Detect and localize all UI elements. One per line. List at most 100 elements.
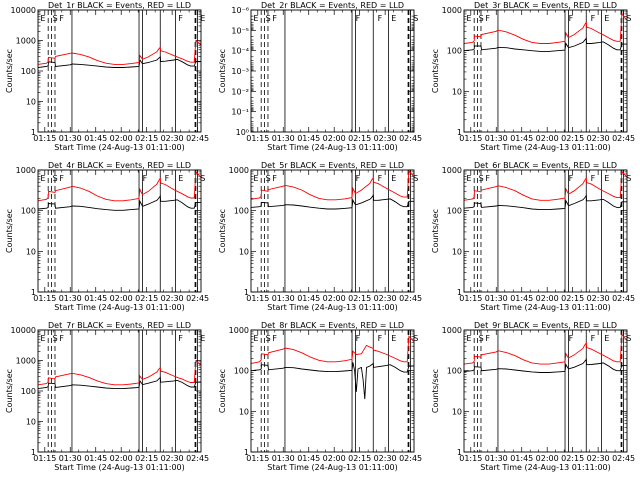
series-line-events: [38, 376, 201, 390]
panel-title: Det_3r BLACK = Events, RED = LLD: [474, 1, 617, 10]
x-tick-label: 02:30: [374, 294, 397, 303]
plot-frame: [37, 9, 202, 133]
plot-frame: [463, 9, 628, 133]
plot-frame: [463, 329, 628, 453]
x-tick-label: 01:45: [510, 294, 533, 303]
y-axis-label: Counts/sec: [5, 209, 14, 253]
x-tick-label: 02:30: [161, 134, 184, 143]
panel-det-6r: Det_6r BLACK = Events, RED = LLD 1 10 100 10…: [431, 161, 635, 312]
x-tick-label: 02:30: [161, 454, 184, 463]
x-tick-label: 02:45: [186, 294, 209, 303]
x-tick-label: 01:45: [510, 454, 533, 463]
y-tick-label: 1000: [229, 326, 249, 335]
panel-det-8r: Det_8r BLACK = Events, RED = LLD 1 10 100 10…: [218, 321, 422, 472]
x-tick-label: 01:30: [272, 134, 295, 143]
state-flag-label: F: [178, 334, 183, 343]
x-tick-label: 01:15: [246, 294, 269, 303]
state-flag-label: F: [591, 334, 596, 343]
series-line-lld: [38, 359, 201, 386]
state-flag-label: S: [413, 334, 418, 343]
y-tick-label: 1: [31, 288, 36, 297]
y-tick-label: 1: [457, 128, 462, 137]
series-line-events: [464, 358, 627, 373]
x-tick-label: 02:00: [110, 454, 133, 463]
panel-det-2r: Det_2r BLACK = Events, RED = LLD 10⁰ 10⁻¹ 1…: [218, 1, 422, 152]
y-tick-label: 1: [244, 448, 249, 457]
y-tick-label: 10: [452, 407, 462, 416]
y-tick-label: 100: [234, 207, 249, 216]
x-tick-label: 01:30: [59, 134, 82, 143]
x-tick-label: 02:15: [561, 134, 584, 143]
y-tick-label: 10⁻⁴: [231, 47, 249, 56]
panel-title: Det_2r BLACK = Events, RED = LLD: [261, 1, 404, 10]
state-flag-label: F: [378, 174, 383, 183]
panel-title: Det_7r BLACK = Events, RED = LLD: [48, 321, 191, 330]
state-flag-label: E: [391, 334, 396, 343]
series-line-events: [38, 194, 201, 211]
series-line-lld: [251, 335, 414, 364]
y-tick-label: 100: [447, 207, 462, 216]
state-flag-label: S: [413, 174, 418, 183]
x-tick-label: 02:30: [587, 454, 610, 463]
y-tick-label: 100: [21, 207, 36, 216]
x-axis-label: Start Time (24-Aug-13 01:11:00): [480, 143, 611, 152]
series-line-events: [38, 55, 201, 68]
x-tick-label: 02:00: [536, 134, 559, 143]
panel-det-7r: Det_7r BLACK = Events, RED = LLD 1 10 100 10…: [5, 321, 209, 472]
plot-frame: [250, 329, 415, 453]
x-axis-label: Start Time (24-Aug-13 01:11:00): [267, 143, 398, 152]
x-tick-label: 01:45: [84, 454, 107, 463]
panel-det-9r: Det_9r BLACK = Events, RED = LLD 1 10 100 10…: [431, 321, 635, 472]
series-line-events: [251, 362, 414, 400]
x-axis-label: Start Time (24-Aug-13 01:11:00): [54, 143, 185, 152]
state-flag-label: S: [53, 334, 58, 343]
panel-title: Det_6r BLACK = Events, RED = LLD: [474, 161, 617, 170]
state-flag-label: E: [40, 174, 45, 183]
y-tick-label: 1: [244, 288, 249, 297]
series-line-lld: [38, 170, 201, 202]
x-tick-label: 02:15: [348, 134, 371, 143]
y-axis-label: Counts/sec: [5, 369, 14, 413]
x-axis-label: Start Time (24-Aug-13 01:11:00): [54, 463, 185, 472]
state-flag-label: F: [485, 174, 490, 183]
x-axis-label: Start Time (24-Aug-13 01:11:00): [480, 303, 611, 312]
y-tick-label: 1000: [16, 166, 36, 175]
panel-det-5r: Det_5r BLACK = Events, RED = LLD 1 10 100 10…: [218, 161, 422, 312]
y-axis-label: Counts/sec: [431, 49, 440, 93]
x-tick-label: 01:30: [485, 134, 508, 143]
state-flag-label: F: [272, 334, 277, 343]
x-tick-label: 02:15: [135, 454, 158, 463]
y-tick-label: 1000: [16, 357, 36, 366]
state-flag-label: E: [253, 14, 258, 23]
panel-det-3r: Det_3r BLACK = Events, RED = LLD 1 10 100 10…: [431, 1, 635, 152]
y-tick-label: 10: [26, 247, 36, 256]
state-flag-label: E: [466, 174, 471, 183]
x-tick-label: 02:45: [612, 294, 635, 303]
x-tick-label: 01:15: [246, 134, 269, 143]
y-axis-label: Counts/sec: [218, 49, 227, 93]
state-flag-label: E: [604, 334, 609, 343]
x-tick-label: 01:30: [485, 454, 508, 463]
x-tick-label: 01:30: [59, 294, 82, 303]
panel-det-1r: Det_1r BLACK = Events, RED = LLD 1 10 100 10…: [5, 1, 209, 152]
x-tick-label: 01:15: [459, 294, 482, 303]
x-tick-label: 02:00: [110, 294, 133, 303]
y-tick-label: 1: [457, 448, 462, 457]
y-tick-label: 10: [239, 407, 249, 416]
state-flag-label: S: [479, 14, 484, 23]
state-flag-label: F: [378, 14, 383, 23]
x-tick-label: 01:45: [297, 294, 320, 303]
state-flag-label: E: [391, 14, 396, 23]
x-axis-label: Start Time (24-Aug-13 01:11:00): [54, 303, 185, 312]
x-tick-label: 02:00: [536, 294, 559, 303]
x-tick-label: 01:30: [485, 294, 508, 303]
y-tick-label: 10⁻³: [231, 67, 249, 76]
x-tick-label: 01:15: [246, 454, 269, 463]
state-flag-label: F: [485, 14, 490, 23]
state-flag-label: E: [40, 334, 45, 343]
y-tick-label: 100: [447, 47, 462, 56]
y-tick-label: 10: [26, 418, 36, 427]
y-tick-label: 10: [452, 247, 462, 256]
y-tick-label: 10⁻²: [231, 87, 249, 96]
